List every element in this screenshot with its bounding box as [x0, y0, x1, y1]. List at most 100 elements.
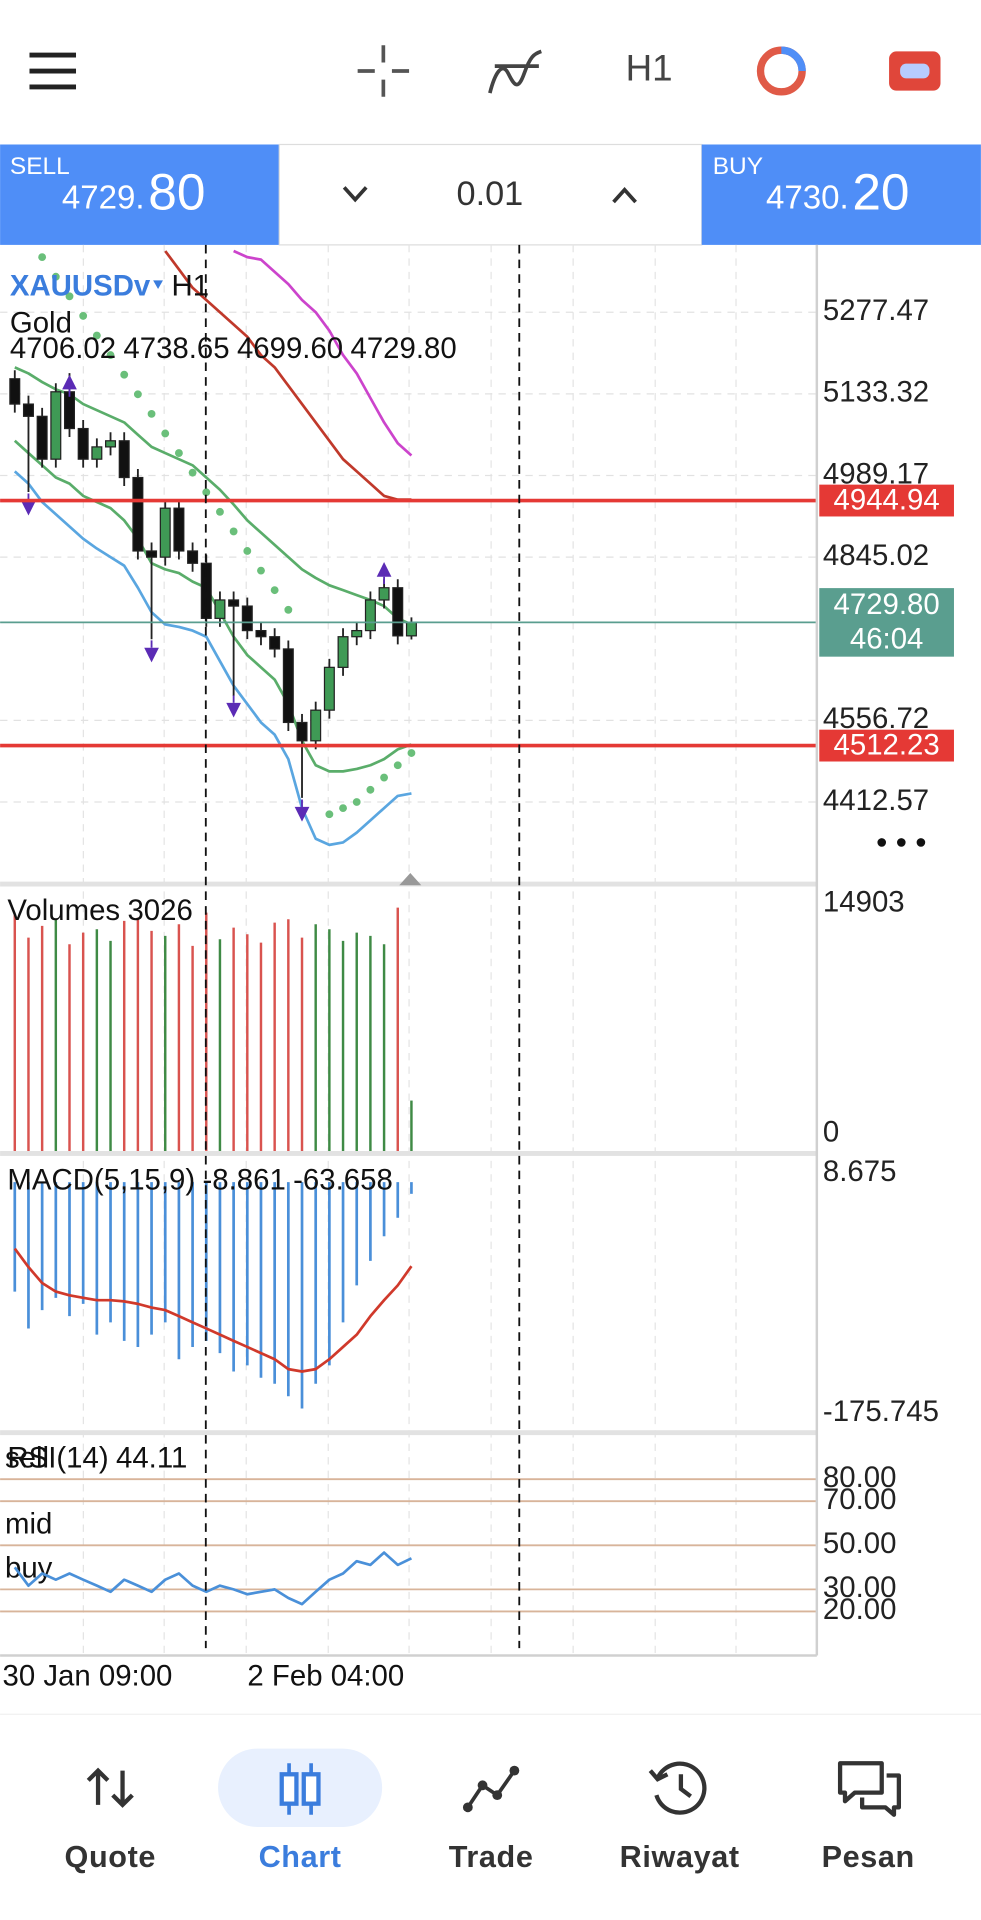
timeframe-button[interactable]: H1 — [626, 48, 673, 89]
candle-body — [22, 403, 34, 417]
bid-label: 4729.80 — [834, 588, 940, 621]
dot — [897, 838, 906, 847]
level-label: 4512.23 — [834, 729, 940, 762]
sell-button[interactable]: SELL 4729. 80 — [0, 144, 280, 245]
y-tick-label: 80.00 — [823, 1461, 897, 1494]
y-tick-label: 4845.02 — [823, 539, 929, 572]
y-tick-label: 4412.57 — [823, 784, 929, 817]
candle-body — [241, 605, 253, 632]
one-click-button[interactable] — [756, 46, 806, 96]
pane-separator — [0, 1151, 817, 1156]
sar-dot — [257, 566, 265, 575]
nav-label: Quote — [65, 1840, 156, 1874]
pane-value: 44.11 — [116, 1441, 187, 1474]
candle-body — [146, 550, 158, 558]
pane-value: -8.861 — [203, 1163, 286, 1196]
pane-separators — [0, 244, 926, 1657]
nav-icon — [837, 1761, 902, 1817]
nav-messages[interactable]: Pesan — [822, 1761, 915, 1874]
y-tick-label: 14903 — [823, 885, 905, 918]
sar-dot — [79, 311, 88, 320]
y-tick-label: -175.745 — [823, 1395, 939, 1428]
nav-label: Chart — [259, 1840, 342, 1874]
more-button[interactable] — [877, 838, 926, 847]
candle-body — [50, 391, 62, 460]
pane-value: -63.658 — [293, 1163, 393, 1196]
candle-body — [105, 440, 117, 448]
candle-body — [91, 446, 103, 460]
nav-icon — [492, 1790, 503, 1800]
lot-increase[interactable] — [612, 187, 637, 204]
symbol-dropdown[interactable] — [153, 280, 163, 289]
candle-body — [77, 427, 89, 460]
candle-body — [378, 587, 390, 601]
candle-body — [255, 629, 267, 638]
nav-icon — [279, 1772, 299, 1806]
pane-title: Volumes — [7, 894, 120, 927]
rsi-line — [13, 1551, 413, 1606]
ohlc-value: 4729.80 — [350, 332, 456, 365]
lot-decrease[interactable] — [342, 186, 368, 203]
symbol-description: Gold — [10, 306, 72, 339]
sar-dot — [352, 798, 361, 806]
one-click-icon-arc — [781, 46, 806, 72]
sell-price: 4729. — [62, 179, 145, 216]
nav-trade[interactable]: Trade — [449, 1765, 534, 1874]
nav-active-pill — [218, 1748, 383, 1827]
chart-area[interactable]: 5277.475133.324989.174845.024556.724412.… — [0, 244, 954, 1692]
pane-title: MACD(5,15,9) — [7, 1163, 195, 1196]
candle-body — [187, 550, 199, 564]
candle-body — [228, 599, 240, 607]
nav-icon — [477, 1780, 488, 1791]
lot-size[interactable]: 0.01 — [457, 175, 524, 213]
fractal-down — [226, 702, 241, 718]
trade-panel-button[interactable] — [889, 51, 941, 91]
sar-dot — [51, 272, 60, 281]
y-tick-label: 50.00 — [823, 1527, 897, 1560]
crosshair-button[interactable] — [357, 45, 410, 97]
indicators-button[interactable] — [488, 49, 542, 94]
nav-quote[interactable]: Quote — [65, 1767, 156, 1874]
y-tick-label: 20.00 — [823, 1593, 897, 1626]
fractal-up — [376, 562, 392, 577]
candle-body — [282, 648, 294, 724]
candle-body — [364, 599, 376, 632]
level-name: buy — [5, 1552, 53, 1585]
y-tick-label: 70.00 — [823, 1483, 897, 1516]
dot — [916, 838, 926, 847]
indicator-line — [233, 249, 413, 457]
sar-dot — [284, 605, 293, 614]
level-label-box — [819, 484, 954, 517]
pane-resize-handle[interactable] — [399, 873, 422, 886]
buy-box — [701, 144, 981, 245]
sar-dot — [92, 331, 101, 340]
indicator-line — [13, 439, 412, 773]
bar-countdown: 46:04 — [850, 623, 924, 656]
indicator-line — [14, 366, 412, 626]
candle-body — [310, 709, 322, 742]
ohlc-value: 4699.60 — [237, 332, 343, 365]
nav-history[interactable]: Riwayat — [620, 1761, 740, 1874]
menu-button[interactable] — [18, 37, 87, 106]
fractal-down — [294, 806, 310, 822]
crosshair-icon — [357, 45, 410, 97]
sell-label: SELL — [10, 153, 70, 180]
buy-button[interactable]: BUY 4730. 20 — [701, 144, 981, 245]
candle-body — [63, 391, 76, 430]
ohlc-value: 4738.65 — [123, 332, 229, 365]
trade-panel-icon-inner — [900, 63, 930, 79]
sar-dot — [133, 390, 142, 399]
sar-dot — [339, 804, 347, 813]
pane-title: RSI(14) — [7, 1441, 108, 1474]
level-name: mid — [5, 1507, 52, 1540]
fractal-down — [144, 647, 159, 663]
nav-icon — [301, 1772, 321, 1806]
nav-icon — [462, 1802, 473, 1813]
sar-dot — [65, 292, 74, 301]
nav-chart[interactable]: Chart — [218, 1748, 383, 1874]
y-tick-label: 5133.32 — [823, 376, 929, 409]
pane-separator — [0, 1430, 817, 1436]
x-tick-label: 30 Jan 09:00 — [3, 1659, 173, 1692]
level-label: 4944.94 — [834, 484, 940, 517]
